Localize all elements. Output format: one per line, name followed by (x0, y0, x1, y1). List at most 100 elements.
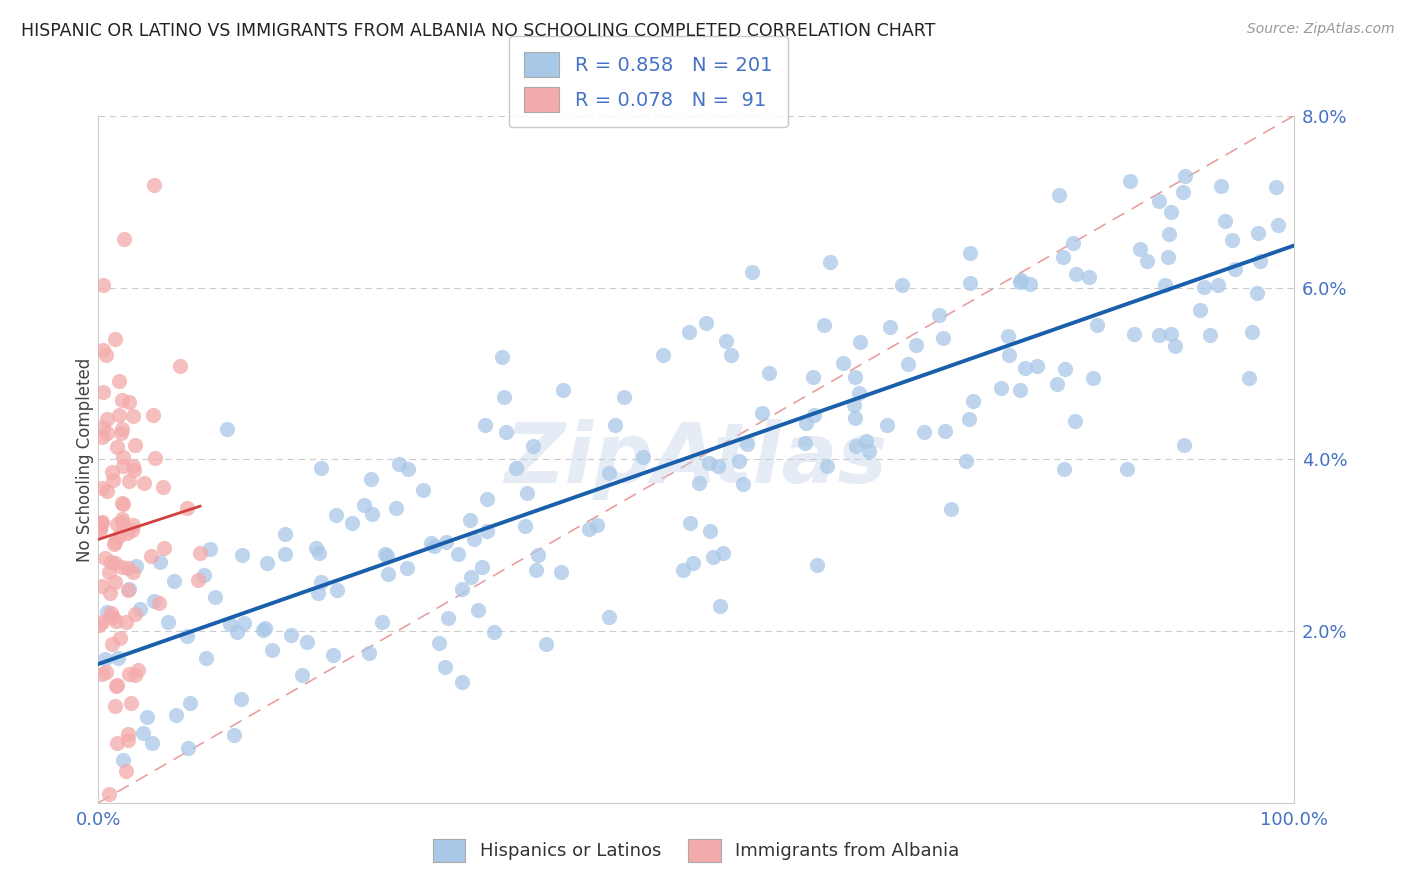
Point (458, 513, 481, 527)
Point (179, 696, 201, 710)
Point (91, 278, 114, 293)
Point (217, 422, 239, 436)
Point (104, 535, 127, 549)
Point (720, 348, 742, 362)
Point (91, 419, 114, 434)
Point (1160, 205, 1182, 219)
Point (153, 541, 176, 555)
Point (682, 556, 704, 570)
Point (274, 527, 297, 541)
Point (142, 408, 165, 422)
Point (374, 547, 396, 561)
Point (412, 483, 434, 497)
Point (104, 614, 127, 628)
Point (1147, 194, 1170, 209)
Point (105, 678, 128, 692)
Point (94, 665, 117, 680)
Point (111, 511, 134, 525)
Point (679, 516, 702, 530)
Point (122, 565, 145, 579)
Point (598, 467, 620, 481)
Point (326, 582, 349, 597)
Point (1174, 169, 1197, 183)
Point (1241, 325, 1264, 339)
Point (90, 516, 112, 531)
Point (187, 573, 209, 587)
Point (524, 563, 547, 577)
Point (111, 459, 134, 474)
Point (1077, 270, 1099, 285)
Point (396, 462, 419, 476)
Point (111, 392, 134, 407)
Point (1064, 414, 1087, 428)
Point (1085, 318, 1108, 332)
Point (91, 429, 114, 443)
Point (87, 617, 110, 632)
Point (121, 458, 143, 473)
Point (110, 422, 132, 436)
Point (308, 546, 330, 560)
Point (98, 565, 121, 579)
Point (231, 692, 253, 706)
Point (1171, 186, 1194, 200)
Point (990, 381, 1012, 395)
Point (118, 667, 141, 681)
Point (148, 596, 170, 610)
Point (111, 753, 134, 767)
Point (359, 647, 381, 661)
Point (491, 350, 513, 364)
Point (107, 651, 129, 665)
Point (1198, 328, 1220, 343)
Point (108, 529, 131, 543)
Point (897, 357, 920, 371)
Point (876, 417, 898, 432)
Point (482, 625, 505, 640)
Point (603, 417, 626, 432)
Point (997, 329, 1019, 343)
Point (101, 473, 124, 487)
Point (477, 492, 499, 507)
Point (858, 444, 880, 458)
Point (1053, 362, 1076, 376)
Point (912, 425, 935, 440)
Point (143, 451, 166, 466)
Point (307, 586, 329, 600)
Point (420, 535, 443, 549)
Point (731, 477, 754, 491)
Point (633, 450, 655, 464)
Point (111, 560, 134, 574)
Point (131, 726, 153, 740)
Point (793, 435, 815, 450)
Point (136, 709, 159, 723)
Point (114, 764, 136, 778)
Point (801, 369, 824, 384)
Point (115, 615, 138, 630)
Point (325, 508, 347, 523)
Point (295, 635, 318, 649)
Point (256, 556, 278, 570)
Point (100, 610, 122, 624)
Point (1062, 235, 1084, 250)
Point (90, 615, 112, 629)
Point (844, 410, 866, 425)
Point (103, 574, 125, 589)
Point (1157, 251, 1180, 265)
Point (1047, 188, 1070, 202)
Point (551, 383, 574, 397)
Point (91, 384, 114, 399)
Point (165, 708, 187, 723)
Point (100, 465, 122, 479)
Point (252, 623, 274, 637)
Point (586, 517, 609, 532)
Point (1014, 360, 1036, 375)
Point (97, 787, 120, 801)
Point (550, 565, 572, 579)
Point (360, 472, 382, 486)
Point (169, 359, 191, 374)
Point (377, 566, 399, 581)
Point (291, 667, 314, 681)
Point (842, 398, 865, 412)
Point (94, 348, 117, 362)
Point (702, 549, 724, 564)
Point (127, 664, 149, 678)
